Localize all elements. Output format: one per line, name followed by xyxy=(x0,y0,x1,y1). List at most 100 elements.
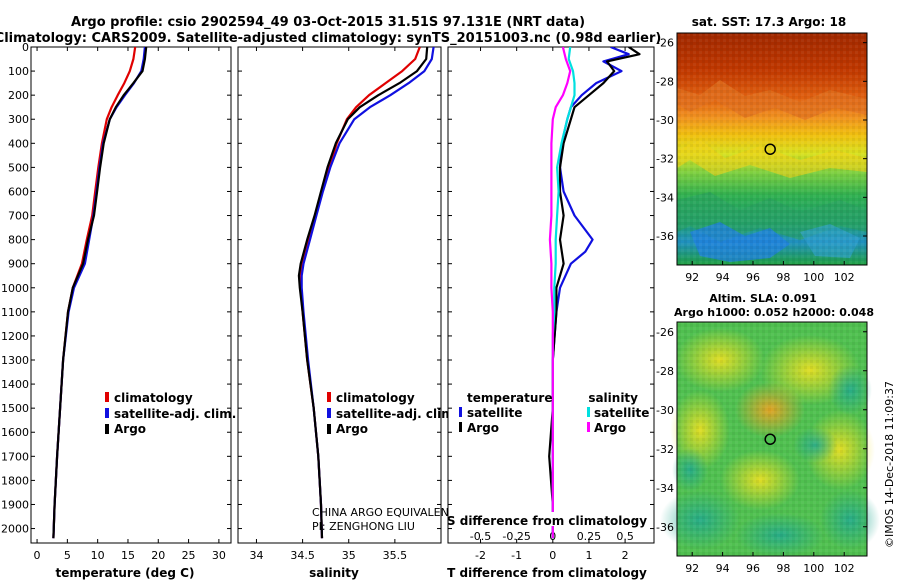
x-tick-label: -2 xyxy=(475,549,486,562)
credit-line1: CHINA ARGO EQUIVALENT xyxy=(312,506,456,519)
difference-legend-salinity: salinity satellite Argo xyxy=(587,391,649,435)
legend-label-s-satellite: satellite xyxy=(594,406,649,420)
s-difference-label: S difference from climatology xyxy=(447,514,647,528)
map-x-tick-label: 96 xyxy=(746,562,760,575)
map-y-tick-label: -28 xyxy=(656,75,674,88)
map-x-tick-label: 94 xyxy=(716,271,730,284)
legend-label-t-argo: Argo xyxy=(467,421,499,435)
x-tick-label: 5 xyxy=(64,549,71,562)
imos-timestamp: ©IMOS 14-Dec-2018 11:09:37 xyxy=(883,381,896,548)
legend-swatch-argo xyxy=(327,424,331,434)
sst-map-frame xyxy=(676,32,868,266)
difference-panel: -2 -1 0 1 2 -0.5 -0.25 0 0.25 0.5 T difference f… xyxy=(447,46,655,580)
depth-tick-label: 100 xyxy=(8,65,29,78)
sla-map-image xyxy=(660,322,880,557)
legend-swatch-satellite xyxy=(327,408,331,418)
sla-map-title: Altim. SLA: 0.091 xyxy=(709,292,816,305)
legend-swatch-climatology xyxy=(327,392,331,402)
legend-swatch-s-argo xyxy=(587,422,590,432)
temperature-x-axis: 0 5 10 15 20 25 30 xyxy=(34,47,226,562)
legend-label-climatology: climatology xyxy=(114,391,193,405)
x-tick-label: 35 xyxy=(342,549,356,562)
legend-swatch-argo xyxy=(105,424,109,434)
difference-legend-temperature: temperature satellite Argo xyxy=(459,391,552,435)
x-tick-label: 0 xyxy=(34,549,41,562)
salinity-xlabel: salinity xyxy=(309,566,359,580)
legend-swatch-climatology xyxy=(105,392,109,402)
legend-title-temperature: temperature xyxy=(467,391,552,405)
depth-tick-label: 900 xyxy=(8,258,29,271)
figure-title-line2: Climatology: CARS2009. Satellite-adjuste… xyxy=(0,31,661,46)
salinity-legend: climatology satellite-adj. clim. Argo xyxy=(327,391,458,436)
depth-tick-label: 1600 xyxy=(1,426,29,439)
map-y-tick-label: -26 xyxy=(656,37,674,50)
legend-swatch-t-argo xyxy=(459,422,462,432)
depth-tick-label: 1300 xyxy=(1,354,29,367)
depth-tick-label: 1000 xyxy=(1,282,29,295)
sst-map-title: sat. SST: 17.3 Argo: 18 xyxy=(692,15,846,29)
s-difference-label-bg xyxy=(456,512,640,526)
salinity-depth-ticks xyxy=(238,46,441,530)
map-x-tick-label: 94 xyxy=(716,562,730,575)
depth-tick-label: 400 xyxy=(8,137,29,150)
depth-tick-label: 1500 xyxy=(1,402,29,415)
legend-title-salinity: salinity xyxy=(588,391,638,405)
map-y-tick-label: -32 xyxy=(656,153,674,166)
x-tick-label: 20 xyxy=(151,549,165,562)
depth-axis: 0 100 200 300 400 500 600 700 800 900 1000 1100 1200… xyxy=(1,41,231,536)
depth-tick-label: 1100 xyxy=(1,306,29,319)
difference-axes-frame xyxy=(447,46,655,544)
map-y-tick-label: -32 xyxy=(656,443,674,456)
x-tick-label: 15 xyxy=(121,549,135,562)
temperature-xlabel: temperature (deg C) xyxy=(56,566,195,580)
map-x-tick-label: 102 xyxy=(834,271,855,284)
map-x-tick-label: 96 xyxy=(746,271,760,284)
difference-xlabel: T difference from climatology xyxy=(447,566,647,580)
depth-tick-label: 2000 xyxy=(1,523,29,536)
x-tick-label: 0 xyxy=(549,549,556,562)
argo-location-marker xyxy=(764,433,776,445)
salinity-x-axis: 34 34.5 35 35.5 xyxy=(249,47,407,562)
t-difference-x-axis: -2 -1 0 1 2 xyxy=(475,47,629,562)
legend-label-argo: Argo xyxy=(114,422,146,436)
salinity-axes-frame xyxy=(237,46,442,544)
depth-tick-label: 1800 xyxy=(1,474,29,487)
legend-label-climatology: climatology xyxy=(336,391,415,405)
sst-map-image xyxy=(677,33,867,265)
legend-swatch-satellite xyxy=(105,408,109,418)
figure-title-line1: Argo profile: csio 2902594_49 03-Oct-201… xyxy=(71,15,585,30)
legend-label-s-argo: Argo xyxy=(594,421,626,435)
map-y-tick-label: -30 xyxy=(656,114,674,127)
depth-tick-label: 200 xyxy=(8,89,29,102)
map-y-tick-label: -26 xyxy=(656,326,674,339)
s-diff-tick-label: -0.25 xyxy=(502,530,530,543)
depth-tick-label: 600 xyxy=(8,185,29,198)
map-y-tick-label: -30 xyxy=(656,404,674,417)
sla-map-subtitle: Argo h1000: 0.052 h2000: 0.048 xyxy=(674,306,874,319)
map-x-tick-label: 92 xyxy=(685,562,699,575)
difference-depth-ticks xyxy=(448,46,654,530)
sla-map-frame xyxy=(676,321,868,557)
legend-label-satellite: satellite-adj. clim. xyxy=(336,407,458,421)
s-diff-tick-label: -0.5 xyxy=(470,530,491,543)
map-x-tick-label: 92 xyxy=(685,271,699,284)
depth-tick-label: 500 xyxy=(8,161,29,174)
map-x-tick-label: 98 xyxy=(776,562,790,575)
temperature-legend: climatology satellite-adj. clim. Argo xyxy=(105,391,236,436)
argo-location-marker xyxy=(764,143,776,155)
salinity-panel: 34 34.5 35 35.5 salinity climatology satell… xyxy=(237,46,458,580)
depth-tick-label: 1900 xyxy=(1,498,29,511)
temperature-panel: 0100200300400500600700800900100011001200… xyxy=(1,41,236,580)
map-y-tick-label: -36 xyxy=(656,521,674,534)
legend-swatch-s-satellite xyxy=(587,407,590,417)
x-tick-label: 10 xyxy=(91,549,105,562)
x-tick-label: -1 xyxy=(511,549,522,562)
series-line-argo xyxy=(297,47,429,539)
map-y-tick-label: -36 xyxy=(656,230,674,243)
depth-tick-label: 1200 xyxy=(1,330,29,343)
depth-tick-label: 800 xyxy=(8,234,29,247)
temperature-axes-frame xyxy=(30,46,232,544)
s-diff-tick-label: 0.5 xyxy=(616,530,634,543)
sla-map-axes: 92 94 96 98 100 102 -26 -28 -30 -32 -34 -36 xyxy=(656,326,867,575)
